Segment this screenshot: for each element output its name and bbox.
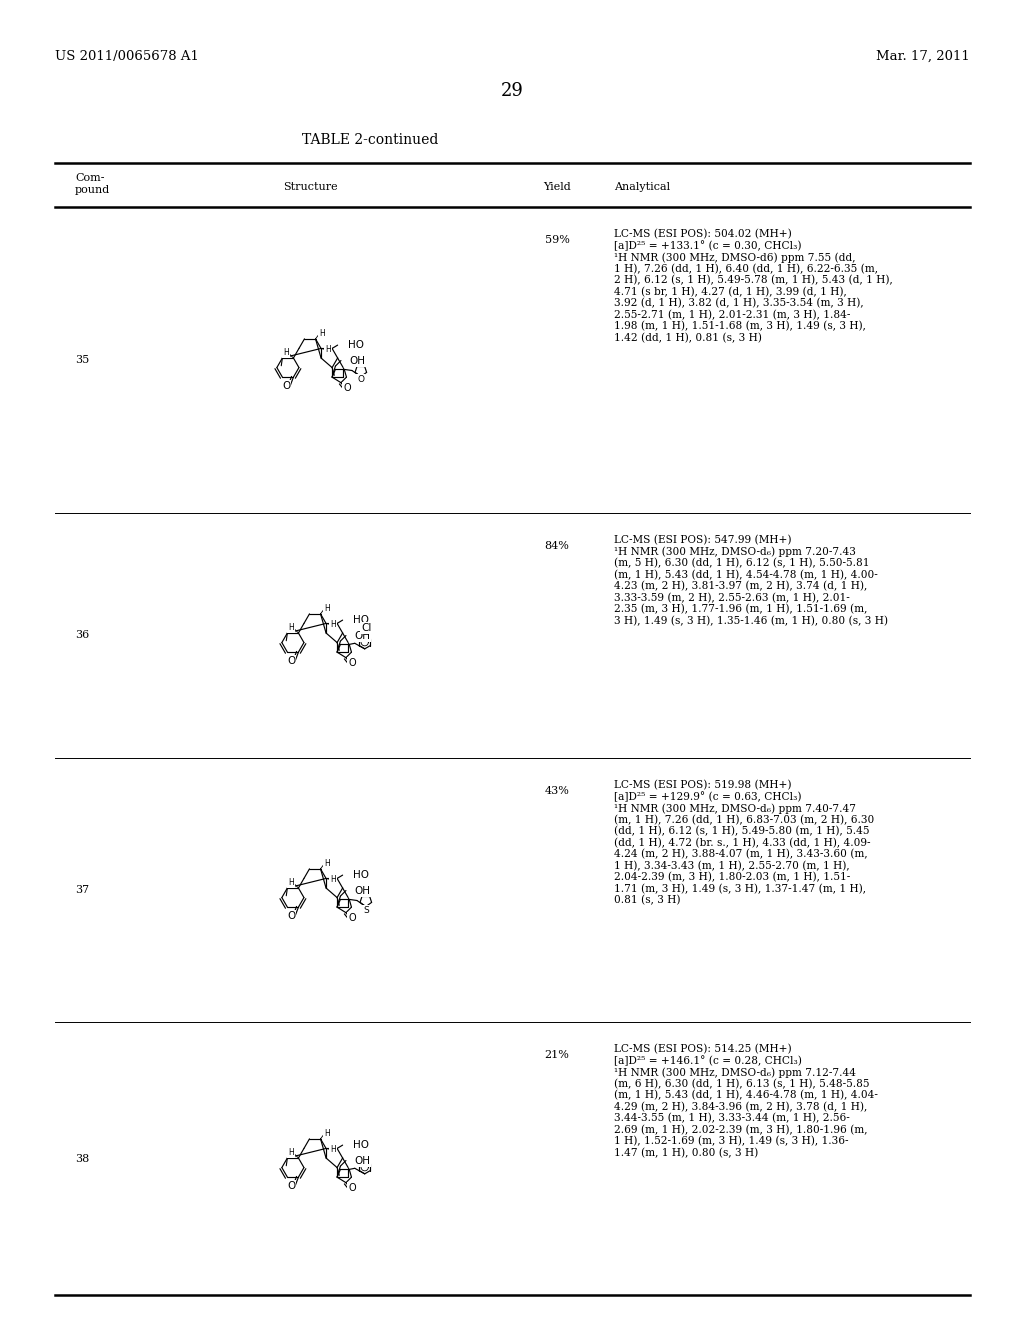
Text: Mar. 17, 2011: Mar. 17, 2011 xyxy=(877,50,970,63)
Text: H: H xyxy=(326,345,332,354)
Text: HO: HO xyxy=(347,341,364,350)
Text: ¹H NMR (300 MHz, DMSO-d₆) ppm 7.40-7.47: ¹H NMR (300 MHz, DMSO-d₆) ppm 7.40-7.47 xyxy=(614,803,856,813)
Text: 4.24 (m, 2 H), 3.88-4.07 (m, 1 H), 3.43-3.60 (m,: 4.24 (m, 2 H), 3.88-4.07 (m, 1 H), 3.43-… xyxy=(614,849,867,859)
Text: 59%: 59% xyxy=(545,235,569,246)
Text: 43%: 43% xyxy=(545,785,569,796)
Text: Analytical: Analytical xyxy=(614,182,670,191)
Text: Yield: Yield xyxy=(543,182,570,191)
Text: H: H xyxy=(331,1144,336,1154)
Text: (m, 1 H), 5.43 (dd, 1 H), 4.54-4.78 (m, 1 H), 4.00-: (m, 1 H), 5.43 (dd, 1 H), 4.54-4.78 (m, … xyxy=(614,569,878,579)
Text: Structure: Structure xyxy=(283,182,337,191)
Text: HO: HO xyxy=(352,1140,369,1150)
Text: 4.29 (m, 2 H), 3.84-3.96 (m, 2 H), 3.78 (d, 1 H),: 4.29 (m, 2 H), 3.84-3.96 (m, 2 H), 3.78 … xyxy=(614,1101,867,1111)
Text: O: O xyxy=(343,383,351,393)
Text: H: H xyxy=(288,878,294,887)
Text: 84%: 84% xyxy=(545,541,569,550)
Text: LC-MS (ESI POS): 519.98 (MH+): LC-MS (ESI POS): 519.98 (MH+) xyxy=(614,780,792,791)
Text: 2.69 (m, 1 H), 2.02-2.39 (m, 3 H), 1.80-1.96 (m,: 2.69 (m, 1 H), 2.02-2.39 (m, 3 H), 1.80-… xyxy=(614,1125,867,1135)
Text: 1.42 (dd, 1 H), 0.81 (s, 3 H): 1.42 (dd, 1 H), 0.81 (s, 3 H) xyxy=(614,333,762,343)
Text: pound: pound xyxy=(75,185,111,195)
Text: H: H xyxy=(288,1148,294,1158)
Text: (dd, 1 H), 6.12 (s, 1 H), 5.49-5.80 (m, 1 H), 5.45: (dd, 1 H), 6.12 (s, 1 H), 5.49-5.80 (m, … xyxy=(614,826,869,837)
Text: 2.55-2.71 (m, 1 H), 2.01-2.31 (m, 3 H), 1.84-: 2.55-2.71 (m, 1 H), 2.01-2.31 (m, 3 H), … xyxy=(614,309,850,319)
Text: O: O xyxy=(348,913,356,923)
Text: 2 H), 6.12 (s, 1 H), 5.49-5.78 (m, 1 H), 5.43 (d, 1 H),: 2 H), 6.12 (s, 1 H), 5.49-5.78 (m, 1 H),… xyxy=(614,275,893,285)
Text: H: H xyxy=(324,1129,330,1138)
Text: H: H xyxy=(324,859,330,869)
Text: 1 H), 7.26 (dd, 1 H), 6.40 (dd, 1 H), 6.22-6.35 (m,: 1 H), 7.26 (dd, 1 H), 6.40 (dd, 1 H), 6.… xyxy=(614,264,878,273)
Text: 2.04-2.39 (m, 3 H), 1.80-2.03 (m, 1 H), 1.51-: 2.04-2.39 (m, 3 H), 1.80-2.03 (m, 1 H), … xyxy=(614,873,850,882)
Text: 0.81 (s, 3 H): 0.81 (s, 3 H) xyxy=(614,895,681,906)
Text: O: O xyxy=(357,375,365,384)
Text: HO: HO xyxy=(352,870,369,880)
Text: LC-MS (ESI POS): 514.25 (MH+): LC-MS (ESI POS): 514.25 (MH+) xyxy=(614,1044,792,1055)
Text: (m, 1 H), 7.26 (dd, 1 H), 6.83-7.03 (m, 2 H), 6.30: (m, 1 H), 7.26 (dd, 1 H), 6.83-7.03 (m, … xyxy=(614,814,874,825)
Text: HO: HO xyxy=(352,615,369,626)
Text: 1.98 (m, 1 H), 1.51-1.68 (m, 3 H), 1.49 (s, 3 H),: 1.98 (m, 1 H), 1.51-1.68 (m, 3 H), 1.49 … xyxy=(614,321,866,331)
Text: (m, 5 H), 6.30 (dd, 1 H), 6.12 (s, 1 H), 5.50-5.81: (m, 5 H), 6.30 (dd, 1 H), 6.12 (s, 1 H),… xyxy=(614,558,869,569)
Text: S: S xyxy=(362,906,369,915)
Text: ¹H NMR (300 MHz, DMSO-d6) ppm 7.55 (dd,: ¹H NMR (300 MHz, DMSO-d6) ppm 7.55 (dd, xyxy=(614,252,855,263)
Text: TABLE 2-continued: TABLE 2-continued xyxy=(302,133,438,147)
Text: 1.47 (m, 1 H), 0.80 (s, 3 H): 1.47 (m, 1 H), 0.80 (s, 3 H) xyxy=(614,1147,758,1158)
Text: [a]D²⁵ = +133.1° (c = 0.30, CHCl₃): [a]D²⁵ = +133.1° (c = 0.30, CHCl₃) xyxy=(614,240,802,251)
Text: (dd, 1 H), 4.72 (br. s., 1 H), 4.33 (dd, 1 H), 4.09-: (dd, 1 H), 4.72 (br. s., 1 H), 4.33 (dd,… xyxy=(614,837,870,847)
Text: O: O xyxy=(287,1181,295,1191)
Text: O: O xyxy=(287,911,295,921)
Text: (m, 1 H), 5.43 (dd, 1 H), 4.46-4.78 (m, 1 H), 4.04-: (m, 1 H), 5.43 (dd, 1 H), 4.46-4.78 (m, … xyxy=(614,1090,878,1101)
Text: OH: OH xyxy=(349,355,365,366)
Text: 2.35 (m, 3 H), 1.77-1.96 (m, 1 H), 1.51-1.69 (m,: 2.35 (m, 3 H), 1.77-1.96 (m, 1 H), 1.51-… xyxy=(614,605,867,614)
Text: H: H xyxy=(283,348,289,358)
Text: 38: 38 xyxy=(75,1154,89,1163)
Text: Cl: Cl xyxy=(361,623,372,634)
Text: H: H xyxy=(331,875,336,884)
Text: OH: OH xyxy=(354,1155,370,1166)
Text: O: O xyxy=(287,656,295,667)
Text: H: H xyxy=(331,620,336,630)
Text: 3.44-3.55 (m, 1 H), 3.33-3.44 (m, 1 H), 2.56-: 3.44-3.55 (m, 1 H), 3.33-3.44 (m, 1 H), … xyxy=(614,1113,850,1123)
Text: 1 H), 1.52-1.69 (m, 3 H), 1.49 (s, 3 H), 1.36-: 1 H), 1.52-1.69 (m, 3 H), 1.49 (s, 3 H),… xyxy=(614,1137,849,1146)
Text: H: H xyxy=(318,329,325,338)
Text: O: O xyxy=(348,659,356,668)
Text: OH: OH xyxy=(354,631,370,640)
Text: 4.71 (s br, 1 H), 4.27 (d, 1 H), 3.99 (d, 1 H),: 4.71 (s br, 1 H), 4.27 (d, 1 H), 3.99 (d… xyxy=(614,286,847,297)
Text: 3 H), 1.49 (s, 3 H), 1.35-1.46 (m, 1 H), 0.80 (s, 3 H): 3 H), 1.49 (s, 3 H), 1.35-1.46 (m, 1 H),… xyxy=(614,615,888,626)
Text: H: H xyxy=(288,623,294,632)
Text: H: H xyxy=(324,605,330,612)
Text: 37: 37 xyxy=(75,884,89,895)
Text: [a]D²⁵ = +146.1° (c = 0.28, CHCl₃): [a]D²⁵ = +146.1° (c = 0.28, CHCl₃) xyxy=(614,1056,802,1067)
Text: OH: OH xyxy=(354,886,370,895)
Text: 3.33-3.59 (m, 2 H), 2.55-2.63 (m, 1 H), 2.01-: 3.33-3.59 (m, 2 H), 2.55-2.63 (m, 1 H), … xyxy=(614,593,850,603)
Text: Com-: Com- xyxy=(75,173,104,183)
Text: O: O xyxy=(348,1183,356,1193)
Text: 1 H), 3.34-3.43 (m, 1 H), 2.55-2.70 (m, 1 H),: 1 H), 3.34-3.43 (m, 1 H), 2.55-2.70 (m, … xyxy=(614,861,850,871)
Text: 36: 36 xyxy=(75,631,89,640)
Text: 21%: 21% xyxy=(545,1049,569,1060)
Text: 3.92 (d, 1 H), 3.82 (d, 1 H), 3.35-3.54 (m, 3 H),: 3.92 (d, 1 H), 3.82 (d, 1 H), 3.35-3.54 … xyxy=(614,298,863,309)
Text: LC-MS (ESI POS): 547.99 (MH+): LC-MS (ESI POS): 547.99 (MH+) xyxy=(614,535,792,545)
Text: [a]D²⁵ = +129.9° (c = 0.63, CHCl₃): [a]D²⁵ = +129.9° (c = 0.63, CHCl₃) xyxy=(614,792,802,803)
Text: ¹H NMR (300 MHz, DMSO-d₆) ppm 7.12-7.44: ¹H NMR (300 MHz, DMSO-d₆) ppm 7.12-7.44 xyxy=(614,1067,856,1077)
Text: LC-MS (ESI POS): 504.02 (MH+): LC-MS (ESI POS): 504.02 (MH+) xyxy=(614,228,792,239)
Text: 35: 35 xyxy=(75,355,89,366)
Text: 29: 29 xyxy=(501,82,523,100)
Text: 1.71 (m, 3 H), 1.49 (s, 3 H), 1.37-1.47 (m, 1 H),: 1.71 (m, 3 H), 1.49 (s, 3 H), 1.37-1.47 … xyxy=(614,883,866,894)
Text: (m, 6 H), 6.30 (dd, 1 H), 6.13 (s, 1 H), 5.48-5.85: (m, 6 H), 6.30 (dd, 1 H), 6.13 (s, 1 H),… xyxy=(614,1078,869,1089)
Text: O: O xyxy=(282,381,290,391)
Text: 4.23 (m, 2 H), 3.81-3.97 (m, 2 H), 3.74 (d, 1 H),: 4.23 (m, 2 H), 3.81-3.97 (m, 2 H), 3.74 … xyxy=(614,581,867,591)
Text: ¹H NMR (300 MHz, DMSO-d₆) ppm 7.20-7.43: ¹H NMR (300 MHz, DMSO-d₆) ppm 7.20-7.43 xyxy=(614,546,856,557)
Text: US 2011/0065678 A1: US 2011/0065678 A1 xyxy=(55,50,199,63)
